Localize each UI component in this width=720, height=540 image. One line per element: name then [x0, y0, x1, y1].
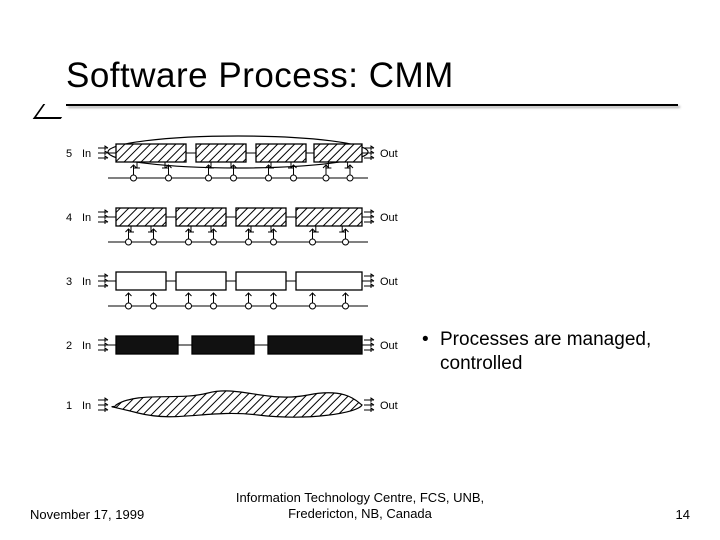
- cmm-levels-diagram: 5 In Out 4 In Out 3 In Out 2 In Out 1 In Out: [58, 134, 414, 444]
- bullet-marker: •: [422, 328, 440, 376]
- svg-text:Out: Out: [380, 276, 398, 288]
- footer-center: Information Technology Centre, FCS, UNB,…: [0, 490, 720, 523]
- diagram-svg: 5 In Out 4 In Out 3 In Out 2 In Out 1 In Out: [58, 134, 414, 444]
- svg-text:1: 1: [66, 400, 72, 412]
- page-title: Software Process: CMM: [66, 56, 680, 96]
- footer-center-line1: Information Technology Centre, FCS, UNB,: [0, 490, 720, 506]
- title-tab-notch: [33, 104, 72, 119]
- svg-text:Out: Out: [380, 400, 398, 412]
- footer-page-number: 14: [676, 507, 690, 522]
- svg-text:In: In: [82, 212, 91, 224]
- svg-text:In: In: [82, 400, 91, 412]
- svg-text:Out: Out: [380, 212, 398, 224]
- svg-text:3: 3: [66, 276, 72, 288]
- svg-text:4: 4: [66, 212, 72, 224]
- title-underline: [66, 104, 678, 106]
- bullet-text: Processes are managed, controlled: [440, 328, 692, 376]
- svg-text:2: 2: [66, 340, 72, 352]
- svg-text:In: In: [82, 276, 91, 288]
- svg-text:5: 5: [66, 148, 72, 160]
- svg-text:In: In: [82, 340, 91, 352]
- bullet-block: • Processes are managed, controlled: [422, 328, 692, 376]
- svg-text:In: In: [82, 148, 91, 160]
- svg-text:Out: Out: [380, 340, 398, 352]
- footer-center-line2: Fredericton, NB, Canada: [0, 506, 720, 522]
- svg-text:Out: Out: [380, 148, 398, 160]
